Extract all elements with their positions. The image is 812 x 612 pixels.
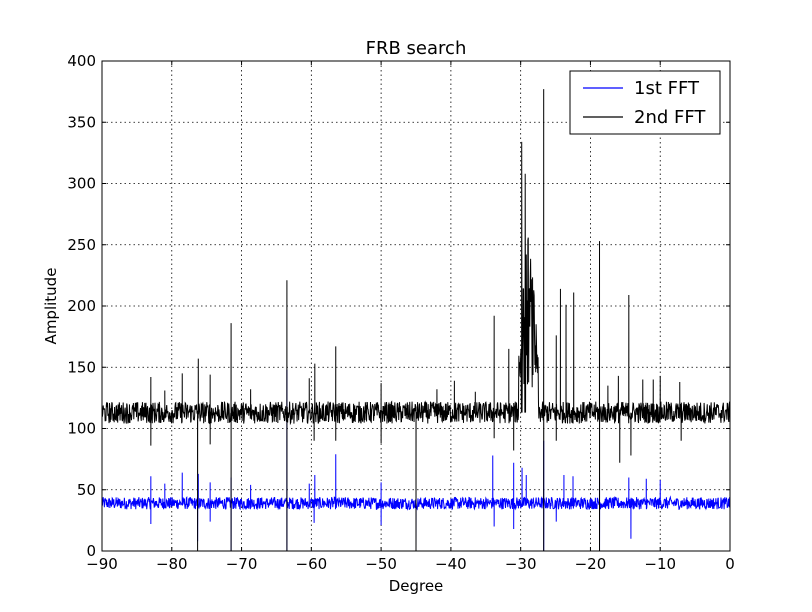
x-tick-label: −10: [644, 555, 676, 573]
y-tick-label: 350: [67, 113, 96, 131]
x-tick-label: −30: [505, 555, 537, 573]
x-tick-label: −60: [296, 555, 328, 573]
y-tick-label: 300: [67, 175, 96, 193]
y-tick-label: 150: [67, 358, 96, 376]
x-axis-label: Degree: [389, 577, 444, 595]
x-tick-label: −90: [86, 555, 118, 573]
x-tick-label: 0: [725, 555, 735, 573]
x-tick-label: −80: [156, 555, 188, 573]
x-tick-label: −40: [435, 555, 467, 573]
y-tick-label: 250: [67, 236, 96, 254]
y-axis-label: Amplitude: [42, 268, 60, 345]
series-layer: [101, 89, 731, 552]
x-tick-label: −20: [575, 555, 607, 573]
x-tick-label: −50: [365, 555, 397, 573]
legend: 1st FFT 2nd FFT: [569, 70, 721, 135]
legend-label-2nd-fft: 2nd FFT: [634, 107, 706, 128]
legend-box: [569, 70, 721, 135]
y-tick-label: 100: [67, 420, 96, 438]
legend-label-1st-fft: 1st FFT: [634, 78, 700, 99]
chart-title: FRB search: [366, 38, 467, 59]
axis-ticks: [101, 60, 731, 552]
y-tick-label: 50: [77, 481, 96, 499]
y-tick-label: 400: [67, 52, 96, 70]
tick-labels: −90 −80 −70 −60 −50 −40 −30 −20 −10 0 0 50 100 150 200…: [67, 52, 734, 573]
y-tick-label: 200: [67, 297, 96, 315]
x-tick-label: −70: [226, 555, 258, 573]
series-line-2nd-fft: [101, 89, 731, 552]
y-tick-label: 0: [86, 542, 96, 560]
